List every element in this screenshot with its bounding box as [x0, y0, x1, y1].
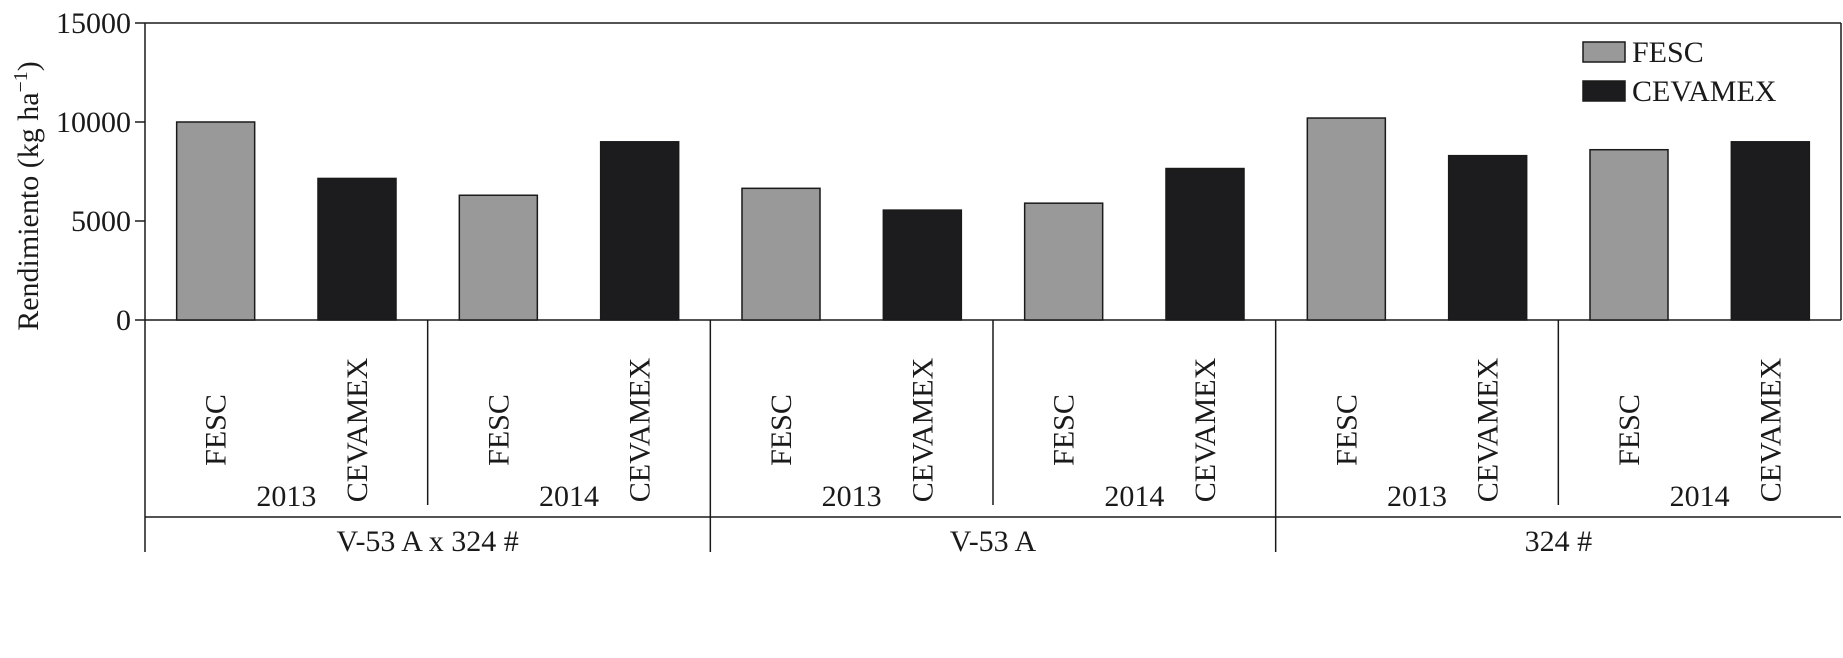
- x-category-label: CEVAMEX: [1472, 357, 1505, 502]
- bar-fesc: [175, 121, 256, 321]
- x-category-label: CEVAMEX: [624, 357, 657, 502]
- bar-fesc: [1023, 202, 1104, 321]
- bar-cevamex: [882, 209, 963, 321]
- y-tick-label: 15000: [56, 7, 131, 40]
- y-axis-label: Rendimiento (kg ha−1): [10, 61, 45, 331]
- x-category-label: CEVAMEX: [1754, 357, 1787, 502]
- x-year-label: 2013: [256, 480, 316, 513]
- y-tick-label: 5000: [71, 205, 131, 238]
- legend-swatch-cevamex: [1582, 80, 1626, 102]
- x-category-label: FESC: [1048, 394, 1081, 466]
- bar-fesc: [1589, 148, 1669, 321]
- x-category-label: FESC: [200, 394, 233, 466]
- y-tick-label: 0: [116, 304, 131, 337]
- x-category-label: FESC: [482, 394, 515, 466]
- x-category-label: CEVAMEX: [1189, 357, 1222, 502]
- x-category-label: CEVAMEX: [906, 357, 939, 502]
- bar-cevamex: [1730, 141, 1811, 321]
- x-group-label: V-53 A: [950, 525, 1037, 558]
- x-year-label: 2013: [1387, 480, 1447, 513]
- legend-label-cevamex: CEVAMEX: [1632, 75, 1777, 108]
- x-group-label: 324 #: [1525, 525, 1593, 558]
- y-axis-label-close: ): [12, 61, 45, 71]
- bar-cevamex: [317, 177, 397, 321]
- legend-label-fesc: FESC: [1632, 36, 1704, 69]
- x-category-label: FESC: [1613, 394, 1646, 466]
- x-year-label: 2014: [539, 480, 599, 513]
- y-axis-label-sup: −1: [10, 71, 32, 92]
- x-year-label: 2013: [822, 480, 882, 513]
- bar-fesc: [458, 194, 539, 321]
- bar-fesc: [1306, 117, 1387, 321]
- x-category-label: CEVAMEX: [341, 357, 374, 502]
- plot-area: 0 5000 10000 15000 FESC CEVAMEX 2013 FESC CEVAME…: [56, 7, 1842, 558]
- y-axis-label-main: Rendimiento (kg ha: [12, 92, 45, 330]
- bar-fesc: [741, 187, 821, 321]
- bar-cevamex: [1447, 154, 1528, 321]
- x-category-label: FESC: [1330, 394, 1363, 466]
- x-year-label: 2014: [1104, 480, 1164, 513]
- bar-cevamex: [599, 141, 680, 321]
- y-tick-label: 10000: [56, 106, 131, 139]
- bar-cevamex: [1165, 167, 1245, 321]
- x-year-label: 2014: [1670, 480, 1730, 513]
- legend-swatch-fesc: [1582, 41, 1626, 63]
- x-category-label: FESC: [765, 394, 798, 466]
- x-group-label: V-53 A x 324 #: [337, 525, 519, 558]
